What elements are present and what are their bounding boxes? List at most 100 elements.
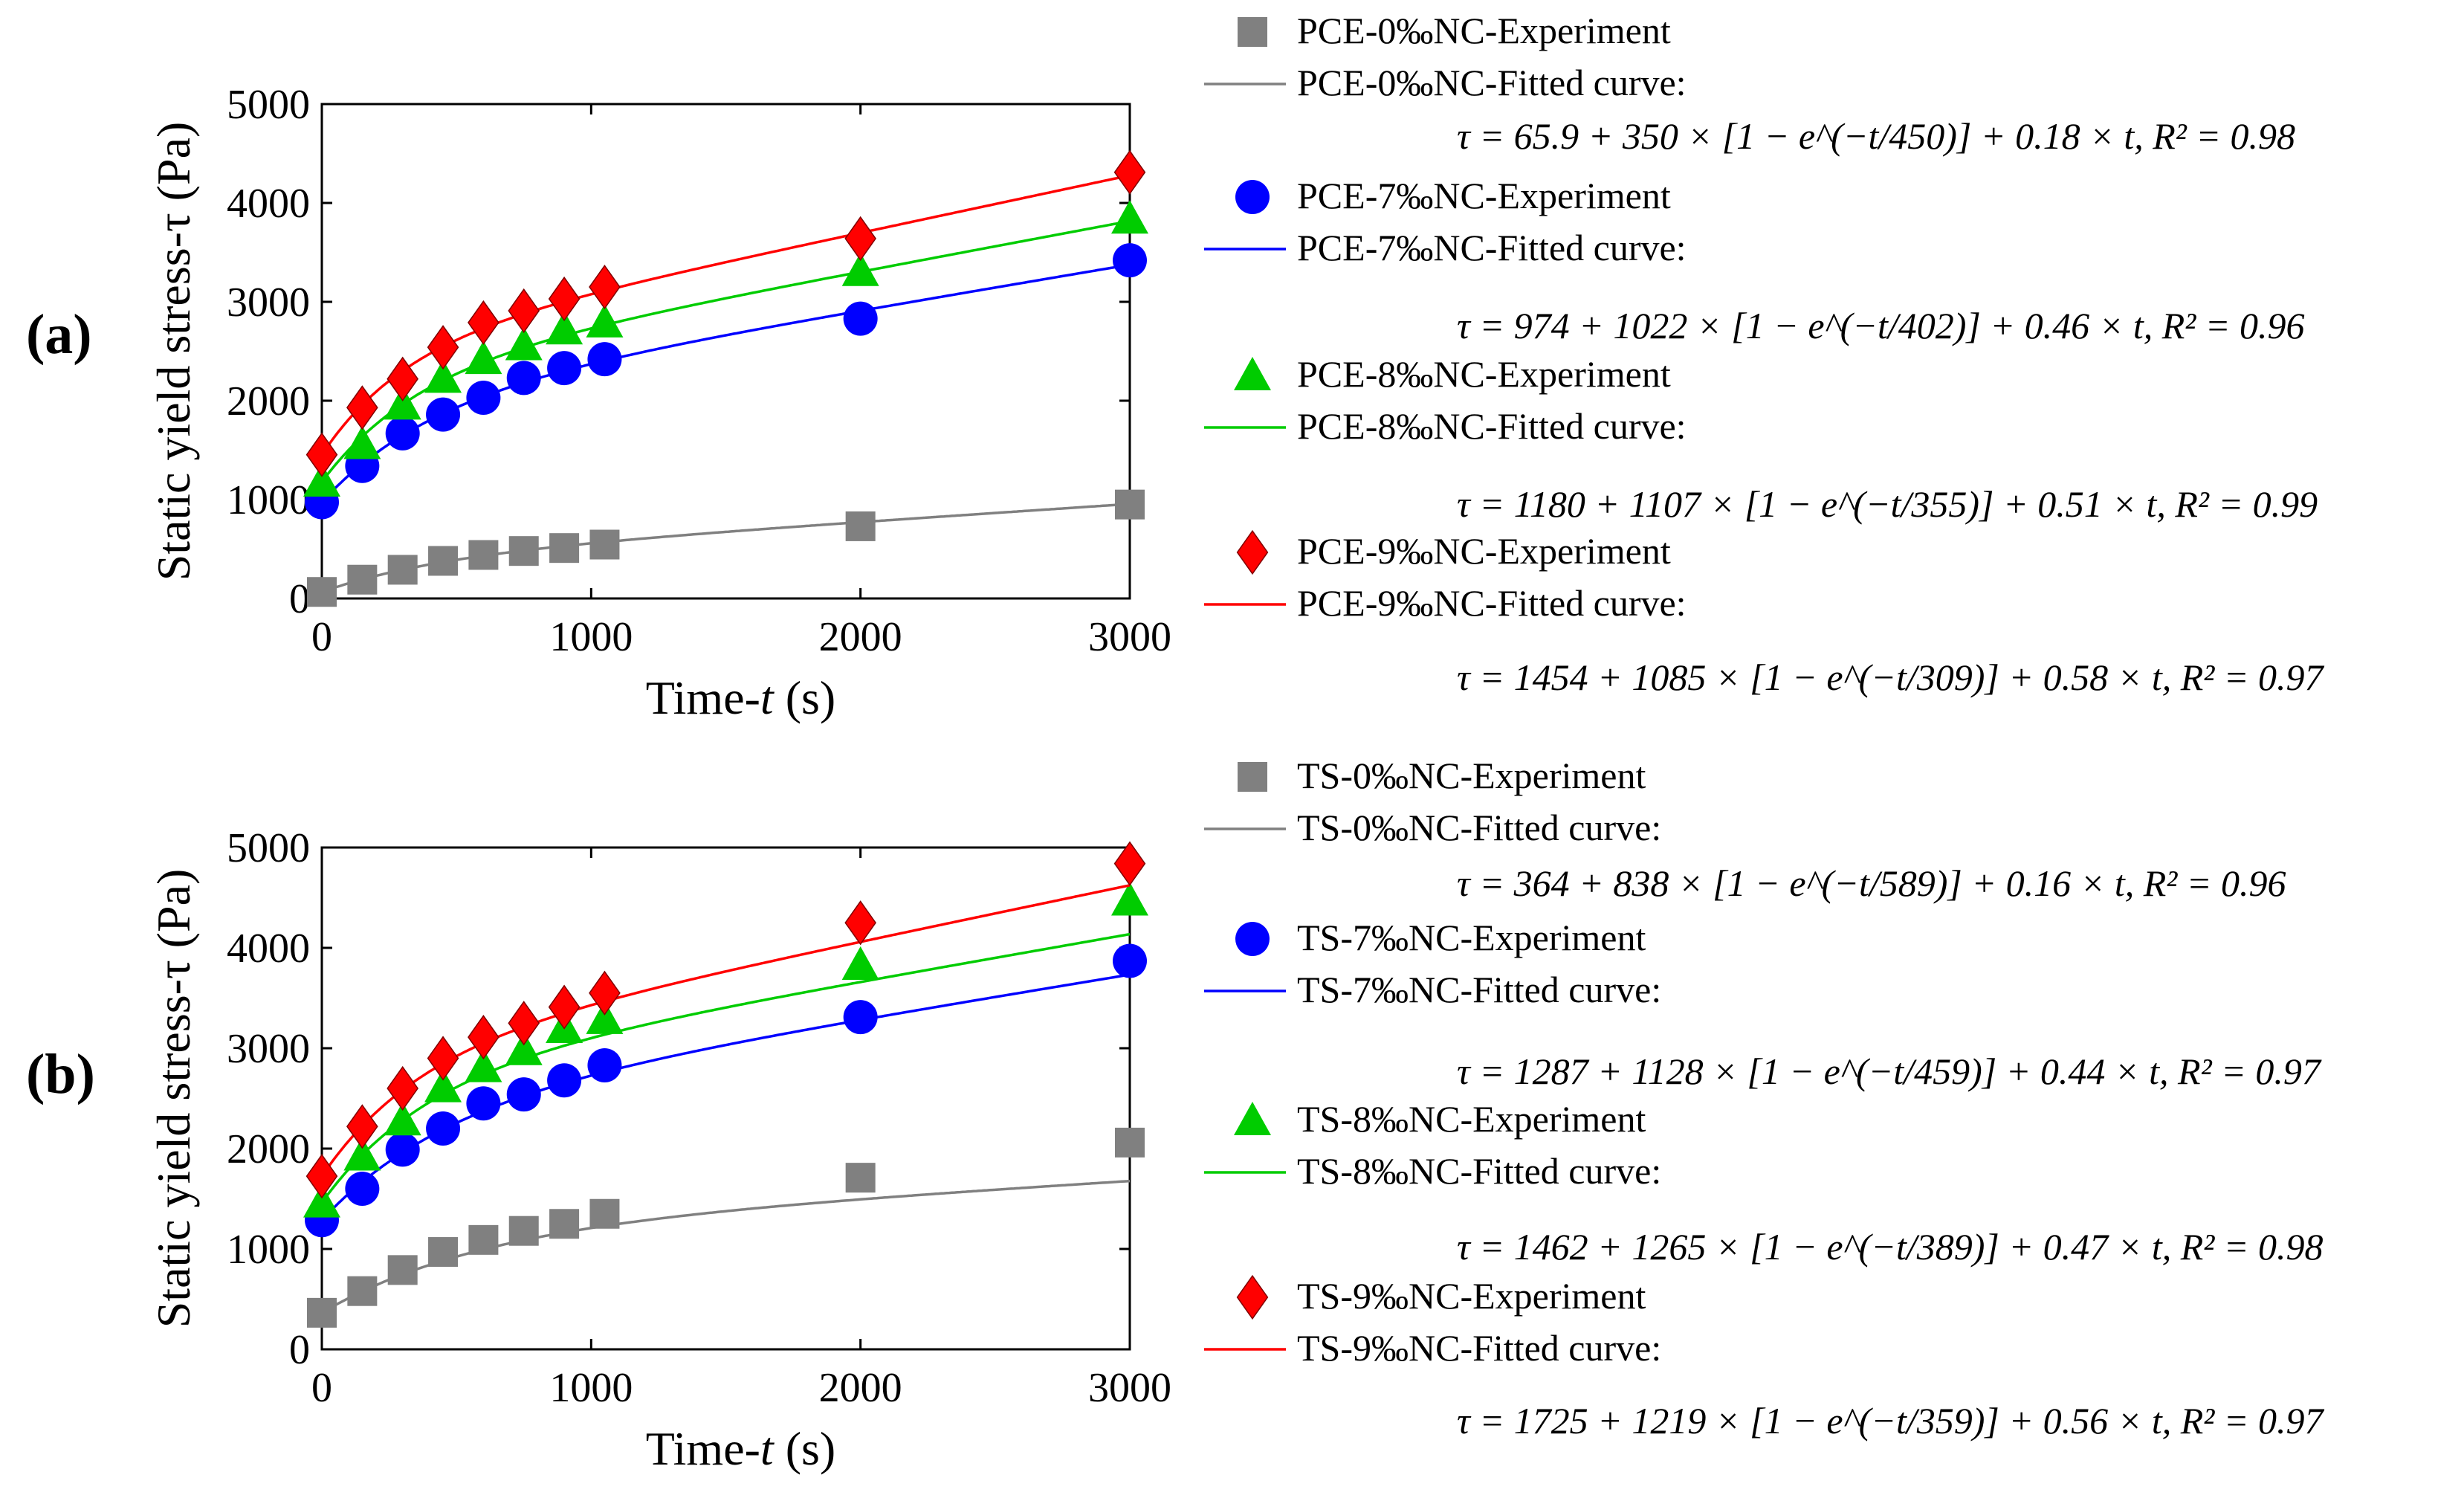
legend-fit-label: TS-7‰NC-Fitted curve: xyxy=(1297,969,1661,1010)
data-point xyxy=(841,252,879,286)
legend-marker xyxy=(1234,1102,1271,1135)
x-tick-label: 0 xyxy=(311,614,332,660)
data-point xyxy=(343,1137,381,1171)
data-point xyxy=(587,1047,622,1082)
data-point xyxy=(549,1209,580,1239)
fit-equation: τ = 1462 + 1265 × [1 − e^(−t/389)] + 0.4… xyxy=(1457,1226,2324,1268)
x-tick-label: 0 xyxy=(311,1365,332,1411)
fitted-curve-line xyxy=(320,174,1131,456)
data-point xyxy=(1115,1127,1145,1158)
legend-fit-label: TS-8‰NC-Fitted curve: xyxy=(1297,1150,1661,1192)
x-axis-label-var: t xyxy=(760,1422,775,1475)
data-point xyxy=(1111,882,1148,916)
y-tick-label: 5000 xyxy=(227,825,310,871)
data-point xyxy=(841,946,879,980)
data-point xyxy=(506,361,541,396)
legend-entry-3: PCE-9‰NC-Experiment PCE-9‰NC-Fitted curve… xyxy=(1204,529,2325,698)
data-point xyxy=(307,1297,337,1328)
data-point xyxy=(427,325,459,370)
data-point xyxy=(307,577,337,607)
x-tick-label: 1000 xyxy=(549,1365,633,1411)
data-point xyxy=(505,326,543,361)
legend-fit-label: TS-0‰NC-Fitted curve: xyxy=(1297,807,1661,848)
data-point xyxy=(468,300,499,346)
data-point xyxy=(343,425,381,459)
legend-marker xyxy=(1236,1274,1269,1320)
y-tick-label: 3000 xyxy=(227,280,310,326)
data-point xyxy=(387,356,419,401)
y-tick-label: 4000 xyxy=(227,181,310,227)
data-point xyxy=(385,1132,420,1167)
data-point xyxy=(1115,489,1145,520)
data-point xyxy=(466,381,501,416)
data-point xyxy=(844,900,876,946)
legend-entry-3: TS-9‰NC-Experiment TS-9‰NC-Fitted curve: τ… xyxy=(1204,1274,2325,1441)
data-point xyxy=(508,1001,540,1046)
fit-equation: τ = 1180 + 1107 × [1 − e^(−t/355)] + 0.5… xyxy=(1457,483,2318,525)
legend-entry-0: PCE-0‰NC-Experiment PCE-0‰NC-Fitted curve… xyxy=(1204,10,2295,157)
data-point xyxy=(468,1015,499,1060)
legend-experiment-label: TS-7‰NC-Experiment xyxy=(1297,917,1646,958)
data-point xyxy=(587,342,622,377)
legend-fit-label: TS-9‰NC-Fitted curve: xyxy=(1297,1327,1661,1369)
x-tick-label: 2000 xyxy=(819,614,902,660)
data-point xyxy=(347,1276,378,1306)
data-point xyxy=(346,385,378,430)
x-tick-label: 1000 xyxy=(549,614,633,660)
data-point xyxy=(505,1031,543,1065)
data-point xyxy=(428,1237,459,1268)
legend-experiment-label: PCE-0‰NC-Experiment xyxy=(1297,10,1671,51)
data-point xyxy=(468,540,499,570)
data-point xyxy=(424,359,462,393)
x-axis-label: Time-t (s) xyxy=(646,671,835,724)
fit-equation: τ = 974 + 1022 × [1 − e^(−t/402)] + 0.46… xyxy=(1457,305,2305,346)
data-point xyxy=(426,1111,461,1146)
data-point xyxy=(506,1077,541,1112)
x-tick-label: 2000 xyxy=(819,1365,902,1411)
series-2 xyxy=(303,200,1148,497)
legend-marker xyxy=(1235,180,1270,214)
y-axis-label: Static yield stress-τ (Pa) xyxy=(147,869,200,1328)
data-point xyxy=(384,1102,421,1136)
legend-entry-1: TS-7‰NC-Experiment TS-7‰NC-Fitted curve: τ… xyxy=(1204,917,2322,1092)
legend-entry-2: PCE-8‰NC-Experiment PCE-8‰NC-Fitted curve… xyxy=(1204,353,2318,525)
fit-equation: τ = 1287 + 1128 × [1 − e^(−t/459)] + 0.4… xyxy=(1457,1050,2322,1092)
data-point xyxy=(548,984,581,1030)
legend-experiment-label: PCE-9‰NC-Experiment xyxy=(1297,530,1671,572)
data-point xyxy=(589,529,620,560)
data-point xyxy=(508,1215,539,1246)
data-point xyxy=(426,397,461,432)
panel-b: (b) 0 1000 2000 3000 0 1000 2000 3000 4000 5000 Tim… xyxy=(26,755,2325,1475)
data-point xyxy=(387,1065,419,1111)
data-point xyxy=(1113,841,1146,886)
data-point xyxy=(547,351,582,386)
panel-label: (b) xyxy=(26,1043,95,1105)
legend-experiment-label: PCE-7‰NC-Experiment xyxy=(1297,175,1671,216)
y-tick-label: 1000 xyxy=(227,1227,310,1273)
data-point xyxy=(845,511,876,541)
data-point xyxy=(385,416,420,451)
legend-fit-label: PCE-7‰NC-Fitted curve: xyxy=(1297,227,1687,268)
data-point xyxy=(466,1086,501,1121)
x-axis-label-main: Time- xyxy=(646,671,760,724)
series-0 xyxy=(307,1127,1145,1328)
fit-equation: τ = 1725 + 1219 × [1 − e^(−t/359)] + 0.5… xyxy=(1457,1400,2325,1441)
legend-experiment-label: TS-0‰NC-Experiment xyxy=(1297,755,1646,796)
series-1 xyxy=(305,243,1147,520)
data-point xyxy=(387,555,418,585)
data-point xyxy=(387,1255,418,1285)
data-point xyxy=(548,276,581,322)
legend-entry-0: TS-0‰NC-Experiment TS-0‰NC-Fitted curve: τ… xyxy=(1204,755,2286,904)
legend-experiment-label: TS-9‰NC-Experiment xyxy=(1297,1275,1646,1317)
data-point xyxy=(1111,200,1148,234)
data-point xyxy=(1113,943,1147,978)
y-tick-label: 2000 xyxy=(227,378,310,424)
data-point xyxy=(346,1104,378,1149)
data-point xyxy=(1113,243,1147,278)
y-axis-label: Static yield stress-τ (Pa) xyxy=(147,122,200,581)
legend-entry-2: TS-8‰NC-Experiment TS-8‰NC-Fitted curve: τ… xyxy=(1204,1098,2324,1268)
data-point xyxy=(1113,149,1146,195)
y-tick-label: 0 xyxy=(289,1327,310,1373)
y-tick-label: 1000 xyxy=(227,477,310,523)
